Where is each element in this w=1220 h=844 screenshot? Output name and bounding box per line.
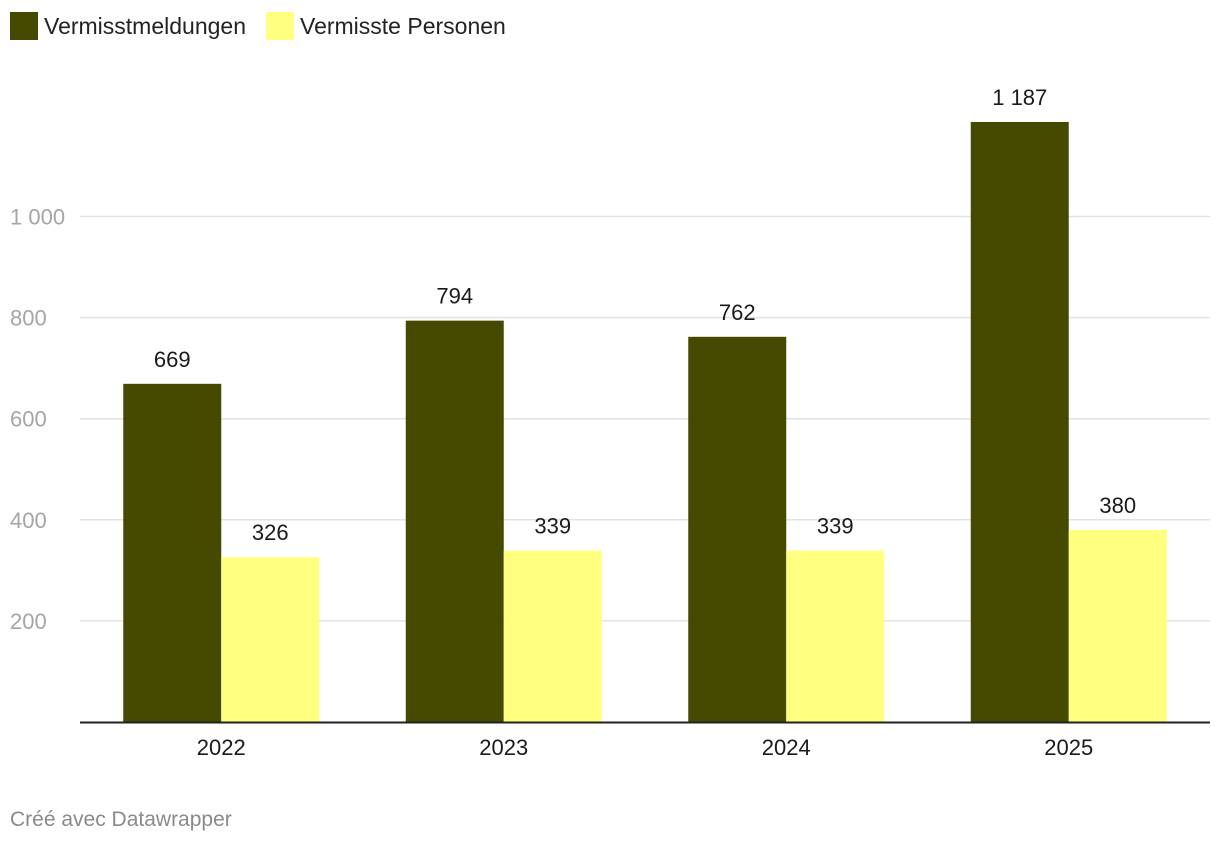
- x-tick-label: 2023: [479, 735, 528, 760]
- data-label: 669: [154, 347, 191, 372]
- data-label: 339: [534, 514, 571, 539]
- bar-vermisste-personen: [1068, 529, 1167, 722]
- x-tick-label: 2024: [762, 735, 811, 760]
- legend-item-vermisstmeldungen: Vermisstmeldungen: [10, 12, 246, 40]
- y-tick-label: 800: [10, 306, 47, 331]
- data-label: 762: [719, 300, 756, 325]
- bar-vermisste-personen: [786, 550, 885, 722]
- legend: Vermisstmeldungen Vermisste Personen: [10, 12, 526, 40]
- x-tick-label: 2022: [197, 735, 246, 760]
- data-label: 1 187: [992, 85, 1047, 110]
- footer-credit: Créé avec Datawrapper: [10, 808, 232, 831]
- y-tick-label: 600: [10, 407, 47, 432]
- y-tick-label: 1 000: [10, 205, 65, 230]
- legend-swatch-vermisste-personen: [266, 12, 294, 40]
- data-label: 339: [817, 514, 854, 539]
- bar-vermisste-personen: [503, 550, 602, 722]
- bar-vermisstmeldungen: [970, 121, 1069, 722]
- y-tick-label: 400: [10, 508, 47, 533]
- legend-label-vermisste-personen: Vermisste Personen: [300, 12, 506, 39]
- legend-item-vermisste-personen: Vermisste Personen: [266, 12, 506, 40]
- legend-label-vermisstmeldungen: Vermisstmeldungen: [44, 12, 246, 39]
- data-label: 326: [252, 520, 289, 545]
- data-label: 380: [1099, 493, 1136, 518]
- bar-vermisstmeldungen: [688, 336, 787, 722]
- bar-vermisste-personen: [221, 557, 320, 722]
- x-tick-label: 2025: [1044, 735, 1093, 760]
- bar-vermisstmeldungen: [123, 383, 222, 722]
- y-tick-label: 200: [10, 609, 47, 634]
- legend-swatch-vermisstmeldungen: [10, 12, 38, 40]
- bar-chart: 200 400 600 800 1 000 669 326 2022 794 339 2023 762…: [10, 85, 1210, 760]
- data-label: 794: [436, 284, 473, 309]
- bar-vermisstmeldungen: [405, 320, 504, 722]
